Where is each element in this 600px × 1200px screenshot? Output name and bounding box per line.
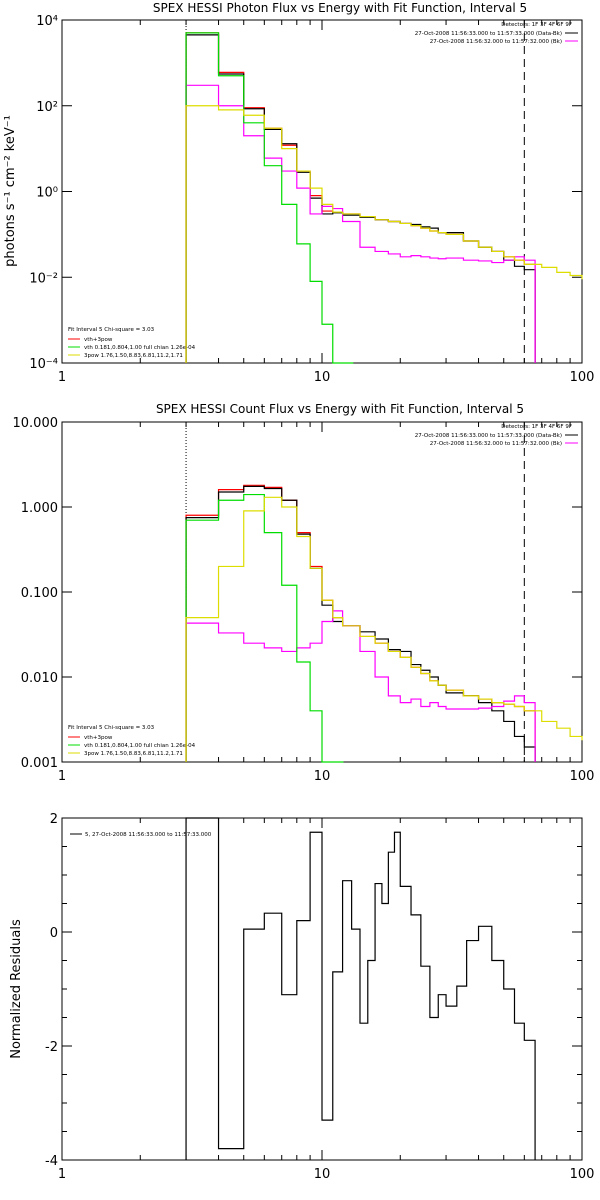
y-tick-label: 0.001 [21, 756, 58, 771]
y-tick-label: -4 [45, 1154, 58, 1169]
count-fit-legend: Fit Interval 5 Chi-square = 3.03 vth+3po… [68, 725, 196, 757]
data-bk-series [185, 485, 536, 762]
x-tick-label: 100 [570, 769, 595, 784]
photon-fit-interval-text: Fit Interval 5 Chi-square = 3.03 [68, 327, 155, 333]
count-data-interval-text: 27-Oct-2008 11:56:33.000 to 11:57:33.000… [415, 433, 562, 439]
count-legend-model: vth+3pow [84, 735, 113, 741]
count-legend-3pow: 3pow 1.76,1.50,8.83,6.81,11.2,1.71 [84, 751, 183, 757]
y-tick-label: 10² [36, 100, 58, 115]
count-legend-vth: vth 0.181,0.804,1.00 full chian 1.26e-04 [84, 743, 196, 749]
photon-legend-model: vth+3pow [84, 337, 113, 343]
vth-3pow-series [185, 32, 536, 363]
y-tick-label: -2 [45, 1040, 58, 1055]
y-tick-label: 0 [50, 926, 58, 941]
x-tick-label: 1 [58, 769, 66, 784]
photon-data-interval-text: 27-Oct-2008 11:56:33.000 to 11:57:33.000… [415, 31, 562, 37]
photon-detectors-text: Detectors: 1F 3F 4F 6F 9F [501, 22, 572, 28]
chart-1-marks: 1 10 100 0.001 0.010 0.100 1.000 10.000 [13, 416, 595, 784]
data-bk-series [185, 34, 536, 363]
y-tick-label: 10⁻⁴ [29, 357, 58, 372]
vth-series [185, 493, 344, 763]
x-tick-label: 10 [314, 370, 331, 385]
residuals-y-axis-label: Normalized Residuals [9, 919, 24, 1059]
x-tick-label: 1 [58, 1167, 66, 1182]
3pow-series [185, 105, 583, 363]
photon-flux-panel: SPEX HESSI Photon Flux vs Energy with Fi… [3, 1, 583, 364]
vth-3pow-series [185, 484, 536, 762]
x-tick-label: 100 [570, 1167, 595, 1182]
bk-series [185, 84, 536, 363]
residual-series [185, 817, 536, 1160]
photon-legend-3pow: 3pow 1.76,1.50,8.83,6.81,11.2,1.71 [84, 353, 183, 359]
count-chart-title: SPEX HESSI Count Flux vs Energy with Fit… [156, 402, 524, 416]
x-tick-label: 1 [58, 370, 66, 385]
count-detectors-text: Detectors: 1F 3F 4F 6F 9F [501, 424, 572, 430]
photon-legend-vth: vth 0.181,0.804,1.00 full chian 1.26e-04 [84, 345, 196, 351]
chart-2-marks: 1 10 100 -4 -2 0 2 [45, 812, 594, 1182]
photon-info-block: Detectors: 1F 3F 4F 6F 9F 27-Oct-2008 11… [415, 22, 578, 45]
y-tick-label: 2 [50, 812, 58, 827]
y-tick-label: 1.000 [21, 501, 58, 516]
photon-fit-legend: Fit Interval 5 Chi-square = 3.03 vth+3po… [68, 327, 196, 359]
photon-y-axis-label: photons s⁻¹ cm⁻² keV⁻¹ [3, 115, 18, 267]
chart-0-marks: 1 10 100 10⁻⁴ 10⁻² 10⁰ 10² 10⁴ [29, 14, 594, 385]
count-bk-interval-text: 27-Oct-2008 11:56:32.000 to 11:57:32.000… [430, 441, 562, 447]
count-info-block: Detectors: 1F 3F 4F 6F 9F 27-Oct-2008 11… [415, 424, 578, 447]
y-tick-label: 0.100 [21, 586, 58, 601]
y-tick-label: 10⁰ [36, 186, 58, 201]
residuals-panel: 5, 27-Oct-2008 11:56:33.000 to 11:57:33.… [9, 817, 583, 1161]
3pow-series [185, 496, 583, 762]
y-tick-label: 0.010 [21, 671, 58, 686]
vth-series [185, 32, 354, 364]
y-tick-label: 10⁻² [29, 271, 58, 286]
y-tick-label: 10.000 [13, 416, 59, 431]
photon-bk-interval-text: 27-Oct-2008 11:56:32.000 to 11:57:32.000… [430, 39, 562, 45]
count-fit-interval-text: Fit Interval 5 Chi-square = 3.03 [68, 725, 155, 731]
x-tick-label: 10 [314, 769, 331, 784]
residuals-legend: 5, 27-Oct-2008 11:56:33.000 to 11:57:33.… [85, 832, 212, 838]
x-tick-label: 100 [570, 370, 595, 385]
x-tick-label: 10 [314, 1167, 331, 1182]
bk-series [185, 610, 536, 762]
y-tick-label: 10⁴ [36, 14, 58, 29]
photon-chart-title: SPEX HESSI Photon Flux vs Energy with Fi… [153, 1, 527, 15]
